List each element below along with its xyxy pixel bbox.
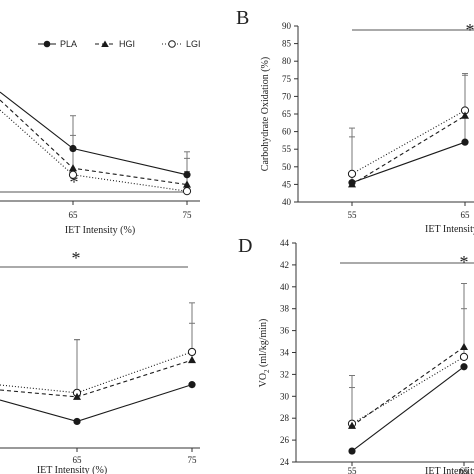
data-point-a-hgi (69, 164, 77, 172)
panel-a: PLA HGI LGI * 65 75 IET Intensity (%) (0, 39, 201, 236)
series-line-a-pla (0, 91, 188, 176)
series-line-c-lgi (0, 351, 193, 394)
y-tick-label-d: 38 (280, 304, 290, 314)
x-axis-label-d: IET Intensity (425, 466, 474, 474)
panel-c: * 65 75 IET Intensity (%) (0, 248, 200, 474)
series-line-b-hgi (351, 115, 466, 185)
data-point-c-pla (188, 381, 196, 389)
data-point-c-hgi (73, 392, 81, 400)
x-axis-label-c: IET Intensity (%) (37, 465, 107, 474)
legend-pla-marker (43, 40, 51, 48)
x-axis-label-b: IET Intensity (425, 224, 474, 235)
y-tick-label-b: 75 (282, 74, 292, 84)
series-line-c-hgi (0, 359, 193, 398)
significance-star-b: * (466, 20, 474, 40)
data-point-b-lgi (347, 169, 357, 178)
x-tick-label-c-65: 65 (73, 455, 83, 465)
x-tick-label-b-55: 55 (348, 210, 358, 220)
series-line-d-lgi (351, 356, 465, 425)
y-tick-label-d: 30 (280, 391, 290, 401)
y-tick-label-b: 65 (282, 109, 292, 119)
data-point-d-lgi (459, 352, 469, 361)
y-tick-label-d: 24 (280, 457, 290, 467)
x-tick-label-a-75: 75 (183, 210, 193, 220)
significance-star-d: * (460, 252, 469, 272)
y-tick-label-d: 32 (280, 369, 289, 379)
x-tick-label-d-55: 55 (348, 466, 358, 474)
data-point-a-lgi (182, 187, 192, 196)
y-tick-label-d: 40 (280, 282, 290, 292)
series-line-c-pla (0, 384, 193, 422)
y-tick-label-d: 44 (280, 238, 290, 248)
significance-star-c: * (72, 248, 81, 268)
x-tick-label-d-65: 65 (460, 466, 470, 474)
y-tick-label-b: 85 (282, 39, 292, 49)
series-line-d-pla (351, 366, 465, 452)
data-point-d-pla (460, 363, 468, 371)
x-axis-label-a: IET Intensity (%) (65, 225, 135, 236)
data-point-d-hgi (348, 421, 356, 429)
panel-b: B * 55 65 IET Intensity Carbohydrate Oxi… (236, 7, 474, 235)
data-point-b-pla (348, 179, 356, 187)
legend-lgi-label: LGI (186, 39, 201, 49)
panel-label-d: D (238, 235, 252, 257)
series-line-b-lgi (351, 110, 466, 175)
x-tick-label-c-75: 75 (188, 455, 198, 465)
series-line-b-pla (351, 141, 466, 184)
legend-pla-label: PLA (60, 39, 77, 49)
y-tick-label-d: 42 (280, 260, 289, 270)
y-tick-label-b: 45 (282, 179, 292, 189)
legend: PLA HGI LGI (38, 39, 201, 49)
data-point-d-pla (348, 447, 356, 455)
panel-d: D * 55 65 IET Intensity VO2 (ml/kg/min) (238, 235, 474, 474)
y-tick-label-b: 50 (282, 162, 292, 172)
series-line-a-lgi (0, 109, 188, 192)
data-point-a-pla (69, 144, 77, 153)
panel-label-b: B (236, 7, 249, 29)
y-tick-label-d: 26 (280, 435, 290, 445)
data-point-c-pla (73, 417, 81, 426)
y-tick-label-b: 90 (282, 21, 292, 31)
data-point-c-lgi (187, 347, 197, 357)
series-line-d-hgi (351, 346, 465, 427)
y-tick-label-b: 60 (282, 127, 292, 137)
y-tick-label-b: 70 (282, 91, 292, 101)
data-point-b-pla (461, 138, 469, 146)
significance-star-a: * (70, 172, 79, 192)
data-point-d-hgi (460, 342, 468, 351)
chart-marks: 40 45 50 55 60 65 70 75 80 85 90 24 26 28 30 32 34 36 38 40… (0, 21, 470, 467)
x-tick-label-b-65: 65 (461, 210, 471, 220)
y-tick-label-d: 28 (280, 413, 290, 423)
y-tick-label-b: 80 (282, 56, 292, 66)
data-point-a-lgi (68, 170, 78, 179)
data-point-b-hgi (461, 111, 469, 119)
data-point-a-hgi (183, 180, 191, 188)
data-point-a-pla (183, 171, 191, 179)
y-tick-label-b: 40 (282, 197, 292, 207)
legend-hgi-marker (101, 40, 109, 47)
y-axis-label-b: Carbohydrate Oxidation (%) (260, 57, 271, 171)
data-point-c-hgi (188, 355, 196, 364)
series-line-a-hgi (0, 99, 188, 186)
y-tick-label-d: 34 (280, 348, 290, 358)
legend-lgi-marker (168, 40, 176, 48)
x-tick-label-a-65: 65 (69, 210, 79, 220)
legend-hgi-label: HGI (119, 39, 135, 49)
y-axis-label-d: VO2 (ml/kg/min) (258, 319, 271, 388)
y-tick-label-d: 36 (280, 326, 290, 336)
y-tick-label-b: 55 (282, 144, 292, 154)
